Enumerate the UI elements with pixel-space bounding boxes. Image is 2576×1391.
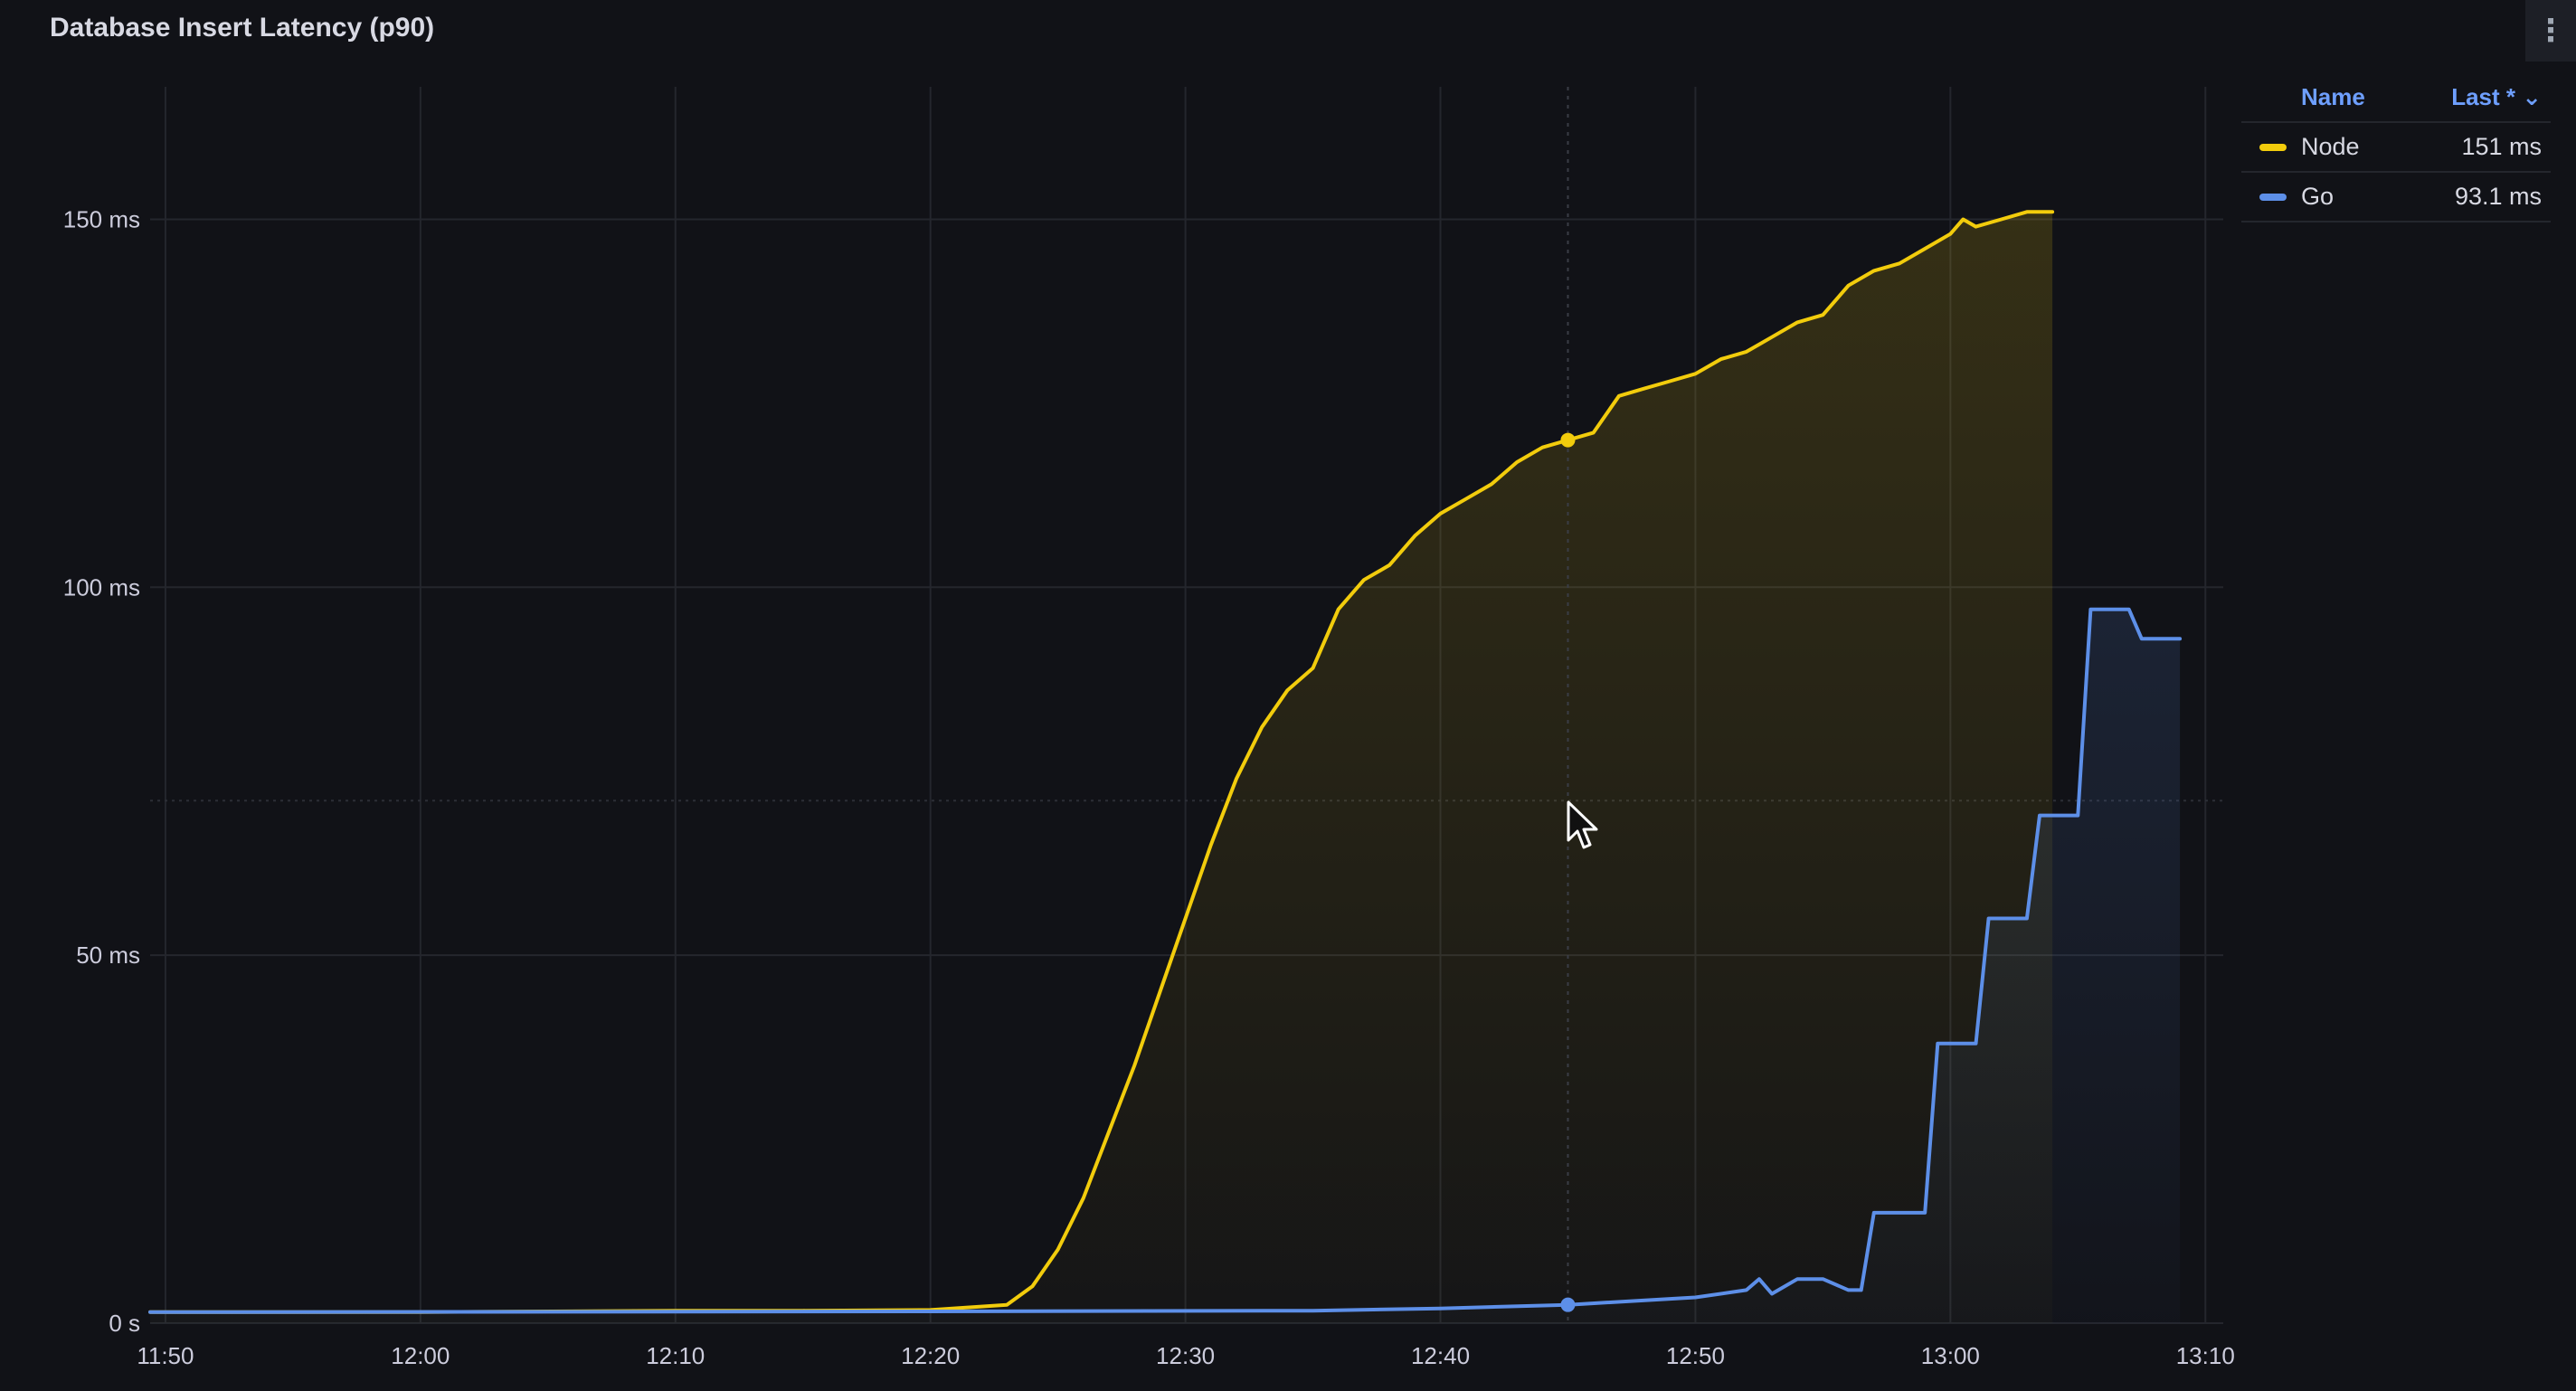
legend-header-name[interactable]: Name (2301, 82, 2365, 110)
legend-item-value: 151 ms (2461, 133, 2542, 160)
more-vertical-icon[interactable]: ⋮ (2525, 0, 2576, 62)
y-tick-label: 0 s (109, 1310, 140, 1337)
x-tick-label: 12:10 (646, 1342, 705, 1369)
legend-item-node[interactable]: Node 151 ms (2241, 123, 2551, 173)
x-tick-label: 13:00 (1921, 1342, 1980, 1369)
x-tick-label: 12:50 (1666, 1342, 1725, 1369)
legend-header-last[interactable]: Last * ⌄ (2451, 82, 2542, 110)
series-area-node (150, 212, 2053, 1323)
hover-point-node (1560, 432, 1576, 448)
x-tick-label: 12:30 (1156, 1342, 1215, 1369)
legend-swatch-node (2259, 143, 2287, 151)
y-tick-label: 100 ms (63, 573, 140, 601)
series-line-node (148, 210, 2055, 1314)
panel-title: Database Insert Latency (p90) (50, 13, 435, 43)
legend-item-go[interactable]: Go 93.1 ms (2241, 173, 2551, 222)
series-areas (150, 212, 2181, 1323)
legend-item-value: 93.1 ms (2454, 183, 2542, 210)
x-tick-label: 11:50 (137, 1342, 194, 1369)
x-tick-label: 12:20 (901, 1342, 960, 1369)
x-tick-label: 12:40 (1411, 1342, 1470, 1369)
legend-swatch-go (2259, 193, 2287, 201)
hover-markers (1560, 87, 1576, 1323)
y-axis: 0 s 50 ms 100 ms 150 ms (63, 205, 140, 1337)
legend-item-name: Go (2301, 183, 2334, 210)
series-area-go (150, 609, 2181, 1323)
legend-item-name: Node (2301, 133, 2360, 160)
y-tick-label: 50 ms (76, 942, 140, 969)
legend-table: Name Last * ⌄ Node 151 ms Go 93.1 ms (2241, 72, 2551, 222)
y-tick-label: 150 ms (63, 205, 140, 232)
x-tick-label: 12:00 (391, 1342, 450, 1369)
legend-header: Name Last * ⌄ (2241, 72, 2551, 123)
x-tick-label: 13:10 (2176, 1342, 2235, 1369)
mouse-pointer-icon (1567, 800, 1598, 849)
x-axis: 11:50 12:00 12:10 12:20 12:30 12:40 12:50 13:00… (137, 1342, 2234, 1369)
hover-point-go (1560, 1297, 1576, 1312)
